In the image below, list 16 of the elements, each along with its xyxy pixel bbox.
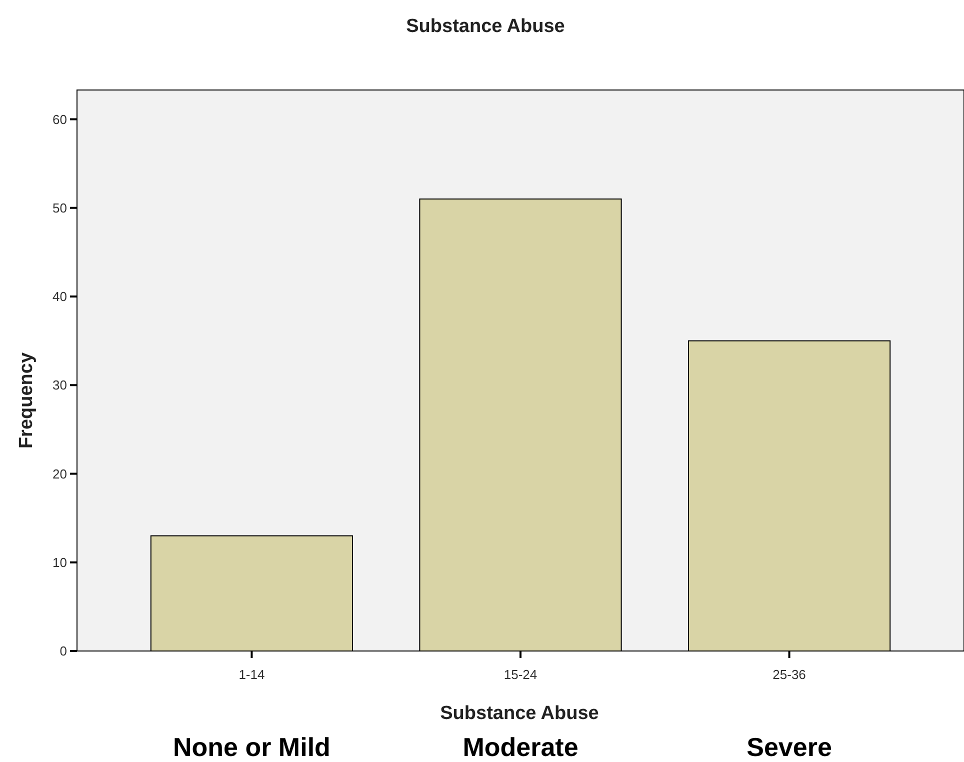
text: Moderate bbox=[462, 732, 578, 762]
y-tick-label: 20 bbox=[52, 466, 67, 482]
x-tick-label: 25-36 bbox=[772, 667, 806, 682]
y-tick-label: 10 bbox=[52, 554, 67, 570]
chart-title: Substance Abuse bbox=[406, 16, 565, 37]
y-tick-label: 60 bbox=[52, 112, 67, 127]
y-tick-label: 50 bbox=[52, 200, 67, 216]
text: Severe bbox=[746, 732, 832, 762]
x-tick-label: 15-24 bbox=[504, 667, 538, 682]
x-tick-label: 1-14 bbox=[238, 667, 265, 682]
text: None or Mild bbox=[172, 732, 330, 762]
y-axis-title: Frequency bbox=[16, 352, 37, 449]
y-tick-label: 40 bbox=[52, 289, 67, 304]
x-axis-title: Substance Abuse bbox=[440, 703, 599, 724]
y-tick-label: 0 bbox=[60, 644, 67, 659]
y-tick-label: 30 bbox=[52, 378, 67, 393]
